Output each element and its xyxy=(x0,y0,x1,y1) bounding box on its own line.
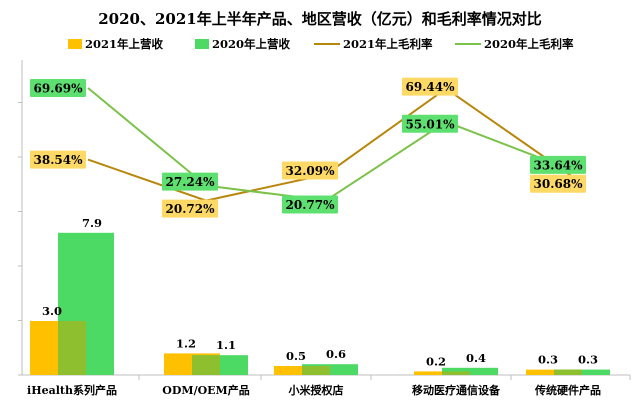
legend-label-3: 2020年上毛利率 xyxy=(484,37,574,51)
bar-label-0-2: 0.5 xyxy=(286,349,306,363)
legend-swatch-0 xyxy=(68,39,82,49)
bar-label-0-0: 3.0 xyxy=(42,304,62,318)
bar-label-1-1: 1.1 xyxy=(216,338,236,352)
bar-label-1-2: 0.6 xyxy=(326,347,346,361)
bar-label-1-3: 0.4 xyxy=(466,351,486,365)
lines xyxy=(87,87,575,202)
bar-overlap-2 xyxy=(302,366,330,375)
bar-overlap-0 xyxy=(58,321,86,375)
category-label-3: 移动医疗通信设备 xyxy=(412,383,501,397)
pct-label-2-1: 20.72% xyxy=(166,202,216,216)
legend-label-0: 2021年上营收 xyxy=(85,37,164,51)
category-label-2: 小米授权店 xyxy=(288,383,344,397)
legend-label-2: 2021年上毛利率 xyxy=(343,37,433,51)
pct-label-3-2: 20.77% xyxy=(286,198,336,212)
pct-label-2-2: 32.09% xyxy=(286,164,336,178)
legend-label-1: 2020年上营收 xyxy=(212,37,291,51)
pct-label-bg-3-3 xyxy=(402,114,458,133)
pct-label-3-3: 55.01% xyxy=(406,117,456,131)
category-labels: iHealth系列产品 ODM/OEM产品 小米授权店 移动医疗通信设备 传统硬件产品 xyxy=(27,383,601,397)
pct-label-bg-3-2 xyxy=(282,195,338,214)
bar-label-0-1: 1.2 xyxy=(176,336,196,350)
pct-label-2-3: 69.44% xyxy=(406,80,456,94)
legend-swatch-1 xyxy=(195,39,209,49)
pct-label-3-0: 69.69% xyxy=(34,82,84,96)
chart-title: 2020、2021年上半年产品、地区营收（亿元）和毛利率情况对比 xyxy=(98,10,542,28)
legend: 2021年上营收 2020年上营收 2021年上毛利率 2020年上毛利率 xyxy=(68,37,574,51)
pct-label-2-4: 30.68% xyxy=(534,177,584,191)
bar-overlap-3 xyxy=(442,371,470,375)
data-labels: 3.0 1.2 0.5 0.2 0.3 7.9 1.1 0.6 0.4 0.3 38.54% 20.7… xyxy=(30,77,598,368)
pct-label-bg-2-1 xyxy=(162,199,218,218)
line-series-2 xyxy=(87,87,575,202)
category-label-4: 传统硬件产品 xyxy=(534,383,601,397)
bar-label-0-3: 0.2 xyxy=(426,354,446,368)
pct-label-bg-2-0 xyxy=(30,150,86,169)
bar-overlap-4 xyxy=(554,369,582,375)
bar-overlap-1 xyxy=(192,355,220,375)
pct-label-2-0: 38.54% xyxy=(34,153,84,167)
pct-label-bg-3-1 xyxy=(162,172,218,191)
bar-label-1-4: 0.3 xyxy=(578,353,598,367)
pct-label-bg-2-2 xyxy=(282,161,338,180)
line-series-3 xyxy=(87,87,575,202)
category-label-1: ODM/OEM产品 xyxy=(162,383,249,397)
bars xyxy=(30,232,610,375)
pct-label-bg-3-4 xyxy=(530,155,586,174)
pct-label-bg-2-3 xyxy=(402,77,458,96)
pct-label-bg-2-4 xyxy=(530,174,586,193)
pct-label-bg-3-0 xyxy=(30,79,86,97)
pct-label-3-4: 33.64% xyxy=(534,158,584,172)
bar-label-1-0: 7.9 xyxy=(82,216,102,230)
category-label-0: iHealth系列产品 xyxy=(27,383,117,397)
bar-label-0-4: 0.3 xyxy=(538,353,558,367)
pct-label-3-1: 27.24% xyxy=(166,175,216,189)
